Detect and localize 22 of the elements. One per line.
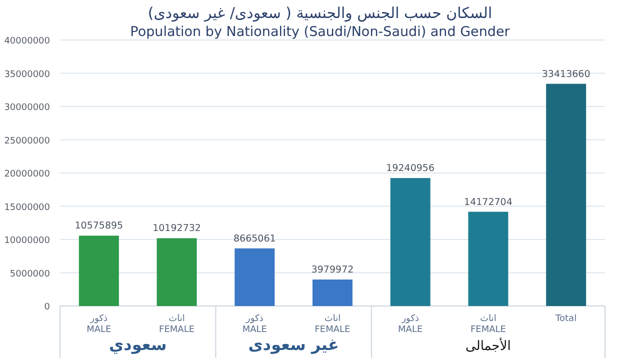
data-label: 3979972 [311,264,354,276]
chart-title: السكان حسب الجنس والجنسية ( سعودى/ غير سعودى) [148,4,492,22]
data-label: 8665061 [233,233,276,244]
data-label: 33413660 [542,68,590,80]
y-tick-label: 40000000 [4,36,50,46]
data-label: 10192732 [152,223,201,234]
y-tick-label: 5000000 [10,269,50,280]
text: غير سعودى [248,335,339,354]
data-label: 14172704 [464,196,512,208]
y-tick-label: 35000000 [4,70,50,80]
y-tick-label: 20000000 [4,170,50,180]
x-tick-label: Total [554,314,577,324]
y-tick-label: 10000000 [4,236,50,246]
y-tick-label: 25000000 [4,136,50,146]
y-tick-label: 0 [44,302,50,312]
chart-subtitle: Population by Nationality (Saudi/Non-Saudi) and Gender [130,24,510,40]
text: سعودي [109,335,167,354]
text: الأجمالى [466,337,511,354]
data-label: 19240956 [386,163,435,174]
y-tick-label: 30000000 [4,103,50,113]
data-label: 10575895 [74,220,124,232]
y-tick-label: 15000000 [4,202,50,213]
